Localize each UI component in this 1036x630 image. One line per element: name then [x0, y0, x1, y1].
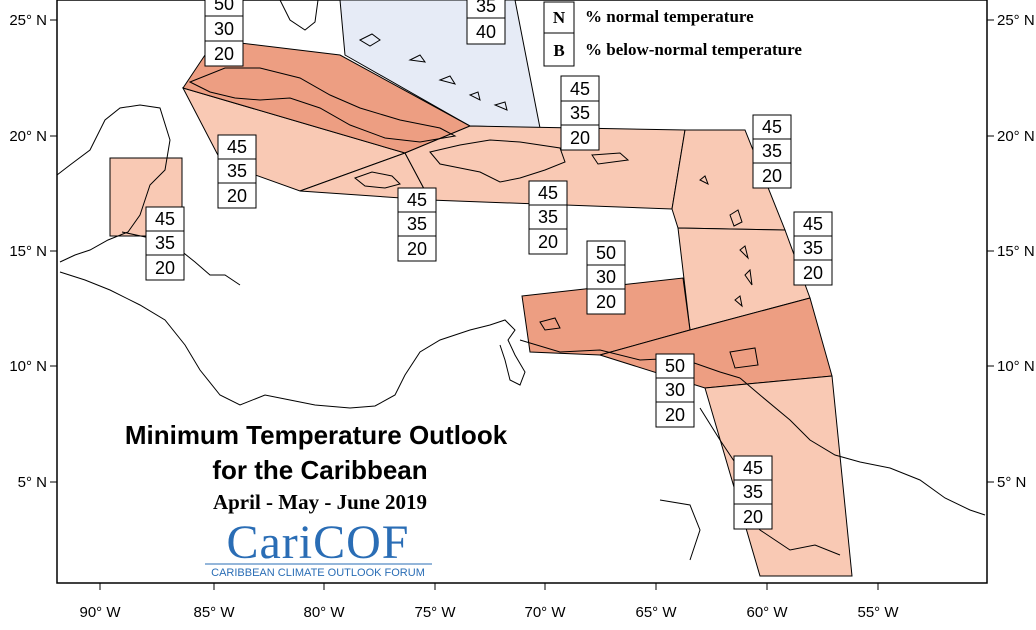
lat-tick-15: 15° N 15° N	[9, 243, 1034, 260]
lon-tick: 80° W	[303, 583, 345, 621]
lon-tick: 55° W	[857, 583, 899, 621]
lat-tick-5: 5° N 5° N	[18, 474, 1027, 491]
lat-tick-25: 25° N 25° N	[9, 12, 1034, 29]
prob-box-guianas: 45 35 20	[733, 455, 773, 530]
prob-below: 20	[214, 44, 234, 64]
prob-above: 45	[407, 190, 427, 210]
prob-normal: 30	[596, 267, 616, 287]
lat-label-left: 20° N	[9, 128, 47, 145]
lat-tick-20: 20° N 20° N	[9, 128, 1034, 145]
prob-normal: 35	[762, 141, 782, 161]
prob-normal: 30	[665, 380, 685, 400]
prob-normal: 35	[803, 238, 823, 258]
legend-item-normal: N % normal temperature	[543, 1, 754, 34]
lon-label: 70° W	[524, 604, 566, 621]
lon-tick: 75° W	[414, 583, 456, 621]
legend: N % normal temperature B % below-normal …	[543, 1, 802, 67]
lat-label-right: 20° N	[997, 128, 1035, 145]
prob-above: 45	[570, 79, 590, 99]
caricof-logo: CariCOF CARIBBEAN CLIMATE OUTLOOK FORUM	[205, 516, 432, 579]
lon-tick: 60° W	[746, 583, 788, 621]
prob-normal: 35	[743, 482, 763, 502]
prob-box-belize: 45 35 20	[145, 206, 185, 281]
lat-label-left: 15° N	[9, 243, 47, 260]
prob-normal: 35	[570, 103, 590, 123]
prob-below: 40	[476, 22, 496, 42]
prob-below: 20	[155, 258, 175, 278]
prob-normal: 35	[407, 214, 427, 234]
logo-name: CariCOF	[226, 516, 409, 569]
prob-box-abc: 50 30 20	[586, 240, 626, 315]
probability-boxes: 35 40 50 30 20 45 35 20 45 35 20	[145, 0, 833, 530]
lon-label: 80° W	[303, 604, 345, 621]
prob-normal: 35	[227, 161, 247, 181]
prob-below: 20	[227, 186, 247, 206]
lat-label-left: 25° N	[9, 12, 47, 29]
prob-box-jamaica: 45 35 20	[397, 187, 437, 262]
legend-label: % normal temperature	[585, 7, 754, 26]
prob-normal: 35	[476, 0, 496, 16]
map-title-line1: Minimum Temperature Outlook	[125, 420, 508, 450]
prob-box-cuba: 50 30 20	[204, 0, 244, 67]
prob-below: 20	[665, 405, 685, 425]
lon-label: 55° W	[857, 604, 899, 621]
outlook-regions	[109, 0, 853, 577]
prob-above: 50	[665, 356, 685, 376]
logo-caption: CARIBBEAN CLIMATE OUTLOOK FORUM	[211, 567, 425, 579]
lat-label-right: 5° N	[997, 474, 1026, 491]
prob-above: 50	[214, 0, 234, 14]
legend-letter: N	[553, 8, 566, 27]
lon-label: 60° W	[746, 604, 788, 621]
lat-label-right: 10° N	[997, 358, 1035, 375]
map-period: April - May - June 2019	[213, 490, 427, 514]
lat-label-right: 15° N	[997, 243, 1035, 260]
prob-box-leeward: 45 35 20	[752, 114, 792, 189]
prob-below: 20	[743, 507, 763, 527]
lon-tick: 70° W	[524, 583, 566, 621]
lat-label-right: 25° N	[997, 12, 1035, 29]
lon-label: 75° W	[414, 604, 456, 621]
lon-tick: 90° W	[79, 583, 121, 621]
prob-box-bahamas: 35 40	[466, 0, 506, 45]
prob-below: 20	[538, 232, 558, 252]
prob-below: 20	[407, 239, 427, 259]
prob-above: 45	[743, 458, 763, 478]
lat-label-left: 10° N	[9, 358, 47, 375]
title-block: Minimum Temperature Outlook for the Cari…	[125, 420, 508, 514]
prob-above: 45	[762, 117, 782, 137]
prob-above: 45	[155, 209, 175, 229]
lat-tick-10: 10° N 10° N	[9, 358, 1034, 375]
prob-normal: 35	[538, 207, 558, 227]
prob-box-windward: 45 35 20	[793, 211, 833, 286]
legend-letter: B	[553, 41, 564, 60]
latitude-axis: 25° N 25° N 20° N 20° N 15° N 15° N 10° …	[9, 12, 1034, 491]
prob-above: 45	[227, 137, 247, 157]
prob-below: 20	[570, 128, 590, 148]
prob-normal: 30	[214, 19, 234, 39]
lon-tick: 85° W	[193, 583, 235, 621]
lon-label: 85° W	[193, 604, 235, 621]
prob-above: 45	[538, 183, 558, 203]
legend-label: % below-normal temperature	[585, 40, 802, 59]
lon-label: 65° W	[635, 604, 677, 621]
prob-below: 20	[803, 263, 823, 283]
longitude-axis: 90° W 85° W 80° W 75° W 70° W 65° W 60° …	[79, 583, 899, 621]
legend-item-below: B % below-normal temperature	[543, 32, 802, 67]
prob-box-hispaniola: 45 35 20	[528, 180, 568, 255]
prob-above: 45	[803, 214, 823, 234]
lat-label-left: 5° N	[18, 474, 47, 491]
lon-tick: 65° W	[635, 583, 677, 621]
prob-below: 20	[762, 166, 782, 186]
prob-normal: 35	[155, 233, 175, 253]
prob-box-northeast: 45 35 20	[560, 75, 600, 151]
prob-below: 20	[596, 292, 616, 312]
prob-above: 50	[596, 243, 616, 263]
map-title-line2: for the Caribbean	[212, 455, 427, 485]
prob-box-trinidad: 50 30 20	[655, 353, 695, 428]
prob-box-cayman-west: 45 35 20	[217, 134, 257, 209]
lon-label: 90° W	[79, 604, 121, 621]
